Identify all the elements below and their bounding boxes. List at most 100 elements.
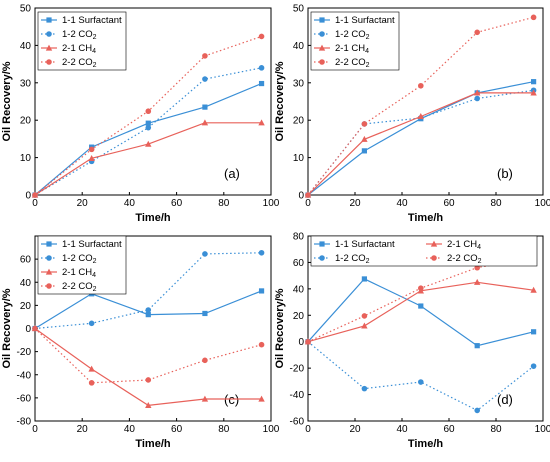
data-point [531, 79, 537, 85]
legend-label: 1-1 Surfactant [335, 15, 395, 26]
legend-label: 2-2 CO2 [335, 57, 370, 69]
data-point [201, 119, 209, 126]
plot-frame [307, 7, 544, 196]
data-point [258, 33, 265, 40]
x-tick-label: 40 [124, 424, 136, 435]
y-tick-label: 20 [20, 301, 32, 312]
legend-swatch-marker [45, 268, 53, 275]
legend-swatch-marker [430, 240, 438, 247]
data-point [361, 121, 368, 127]
data-point [145, 377, 152, 383]
x-tick-label: 100 [263, 198, 280, 209]
x-tick-label: 40 [396, 424, 408, 435]
data-point [145, 401, 152, 408]
legend-swatch-marker [319, 59, 325, 65]
data-point [305, 192, 311, 198]
legend-swatch-marker [46, 17, 52, 23]
data-point [258, 249, 265, 256]
data-point [145, 140, 152, 147]
legend-label: 2-2 CO2 [447, 253, 482, 265]
legend: 1-1 Surfactant 2-1 CH4 1-2 CO2 2-2 CO2 [310, 235, 538, 267]
x-tick-label: 80 [218, 198, 230, 209]
x-tick-label: 0 [305, 198, 311, 209]
y-tick-label: 20 [20, 116, 32, 127]
y-tick-label: -20 [17, 347, 32, 358]
legend-label: 2-2 CO2 [62, 57, 97, 69]
legend-swatch-marker [46, 255, 52, 261]
data-point [474, 29, 481, 36]
chart-panel-a: 0 20 40 60 80 100 0 10 20 30 40 50 Time/h Oil Recover… [1, 4, 280, 225]
y-tick-label: -40 [290, 390, 305, 401]
data-point [202, 251, 208, 257]
x-tick-label: 60 [443, 198, 455, 209]
data-point [361, 313, 368, 319]
y-tick-label: -60 [290, 417, 305, 428]
data-point [202, 53, 208, 59]
y-tick-label: 30 [20, 78, 32, 89]
y-tick-label: 40 [293, 284, 305, 295]
y-tick-label: 40 [293, 41, 305, 52]
panel-label: (d) [497, 392, 513, 407]
legend-label: 1-1 Surfactant [62, 239, 122, 250]
legend-swatch-marker [319, 255, 325, 261]
data-point [418, 82, 424, 89]
legend-swatch-marker [46, 241, 52, 247]
legend-box [37, 235, 127, 295]
data-point [258, 288, 265, 294]
legend-swatch-marker [318, 44, 326, 51]
data-point [474, 95, 481, 102]
data-point [418, 303, 424, 309]
x-tick-label: 60 [171, 424, 183, 435]
x-tick-label: 20 [349, 424, 361, 435]
panel-label: (a) [224, 166, 240, 181]
x-tick-label: 100 [263, 424, 280, 435]
series-line-4 [307, 16, 534, 196]
data-point [201, 395, 209, 402]
legend-box [310, 11, 400, 71]
y-tick-label: -40 [17, 370, 32, 381]
x-tick-label: 80 [218, 424, 230, 435]
y-tick-label: 10 [20, 153, 32, 164]
y-tick-label: -80 [17, 417, 32, 428]
y-tick-label: 60 [293, 258, 305, 269]
data-point [258, 80, 265, 87]
data-point [530, 286, 537, 293]
y-tick-label: 30 [293, 78, 305, 89]
legend-label: 1-2 CO2 [335, 29, 370, 41]
data-point [305, 338, 311, 345]
data-point [530, 363, 537, 369]
x-tick-label: 0 [305, 424, 311, 435]
legend-swatch-marker [319, 241, 325, 247]
data-point [88, 365, 95, 372]
chart-panel-d: 0 20 40 60 80 100 -60 -40 -20 0 20 40 60 80 Time/h Oil … [274, 232, 550, 451]
y-tick-label: 60 [20, 255, 32, 266]
x-axis-title: Time/h [408, 212, 444, 224]
data-point [474, 264, 481, 271]
legend: 1-1 Surfactant 1-2 CO2 2-1 CH4 2-2 CO2 [37, 11, 127, 71]
x-tick-label: 20 [77, 424, 89, 435]
legend-label: 2-1 CH4 [447, 239, 481, 251]
x-tick-label: 60 [443, 424, 455, 435]
y-tick-label: 0 [298, 337, 304, 348]
legend-label: 1-2 CO2 [62, 29, 97, 41]
y-tick-label: -20 [290, 364, 305, 375]
data-point [32, 325, 38, 332]
chart-panel-c: 0 20 40 60 80 100-80-60-40-200204060Time/hOil… [1, 235, 280, 450]
legend: 1-1 Surfactant 1-2 CO2 2-1 CH4 2-2 CO2 [37, 235, 127, 295]
data-point [145, 307, 152, 313]
data-point [202, 357, 208, 364]
data-point [418, 285, 424, 291]
legend-swatch-marker [46, 31, 52, 37]
y-tick-label: 40 [20, 41, 32, 52]
x-tick-label: 60 [171, 198, 183, 209]
data-point [474, 278, 481, 285]
legend-label: 1-1 Surfactant [62, 15, 122, 26]
data-point [145, 124, 152, 131]
y-tick-label: 0 [298, 191, 304, 202]
data-point [88, 146, 95, 153]
legend: 1-1 Surfactant 1-2 CO2 2-1 CH4 2-2 CO2 [310, 11, 400, 71]
legend-swatch-marker [319, 31, 325, 37]
data-point [418, 379, 424, 385]
y-axis-title: Oil Recovery/% [274, 61, 286, 141]
